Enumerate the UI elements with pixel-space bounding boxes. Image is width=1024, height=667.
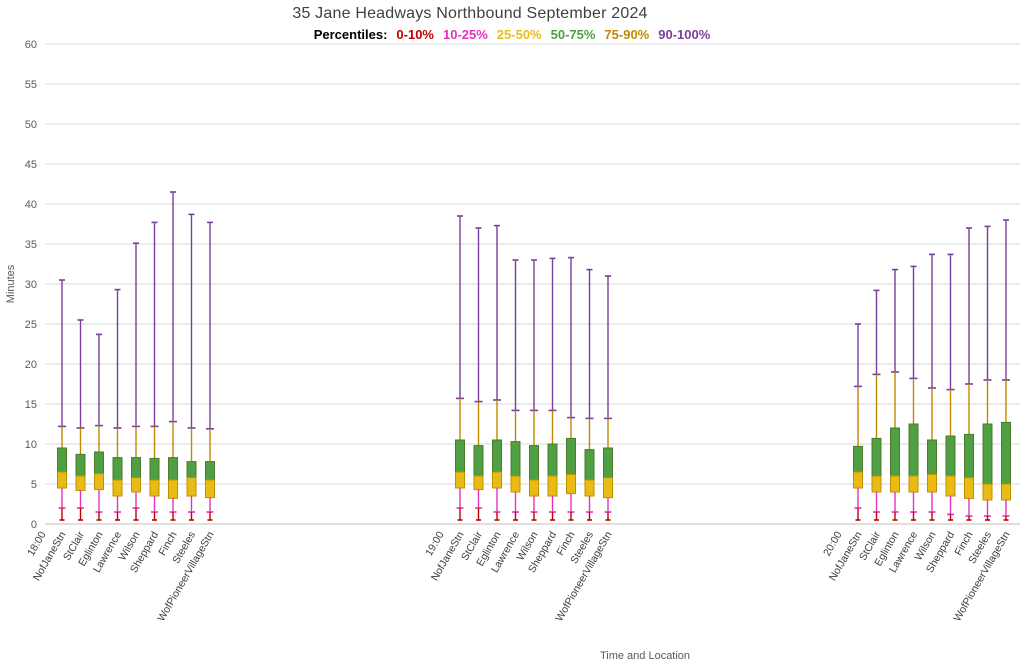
- box-2000-steeles: [982, 225, 993, 521]
- svg-text:35: 35: [25, 239, 37, 251]
- box-2000-eglinton: [890, 268, 900, 521]
- chart-title: 35 Jane Headways Northbound September 20…: [292, 5, 648, 22]
- box-2000-wofpioneervillagestn: [1001, 219, 1011, 521]
- svg-text:30: 30: [25, 279, 37, 291]
- svg-text:60: 60: [25, 39, 37, 51]
- legend-item-0-10pct: 0-10%: [396, 27, 434, 42]
- svg-text:25: 25: [25, 319, 37, 331]
- svg-text:55: 55: [25, 79, 37, 91]
- legend-prefix: Percentiles:: [313, 27, 388, 42]
- box-1900-steeles: [584, 268, 595, 521]
- box-2000-lawrence: [908, 265, 919, 521]
- box-1800-eglinton: [94, 333, 104, 521]
- box-1900-wofpioneervillagestn: [603, 275, 613, 521]
- y-axis-title: Minutes: [5, 264, 17, 303]
- box-1900-eglinton: [492, 224, 502, 521]
- svg-text:40: 40: [25, 199, 37, 211]
- x-axis-tick-labels: 18:00NofJaneStnStClairEglintonLawrenceWi…: [25, 529, 1013, 624]
- box-2000-sheppard: [945, 253, 956, 521]
- box-1800-nofjanestn: [57, 279, 67, 521]
- svg-text:50: 50: [25, 119, 37, 131]
- chart-legend: Percentiles: 0-10% 10-25% 25-50% 50-75% 75-90…: [0, 27, 1024, 42]
- box-1800-lawrence: [112, 288, 123, 521]
- box-1900-wilson: [529, 259, 539, 521]
- svg-text:15: 15: [25, 399, 37, 411]
- box-2000-stclair: [871, 289, 882, 521]
- y-axis-tick-labels: 0 5 10 15 20 25 30 35 40 45 50 55 60: [25, 39, 37, 531]
- box-1900-stclair: [473, 227, 484, 521]
- box-2000-wilson: [927, 253, 937, 521]
- svg-text:20: 20: [25, 359, 37, 371]
- box-1900-nofjanestn: [455, 215, 465, 521]
- legend-items: 0-10% 10-25% 25-50% 50-75% 75-90% 90-100%: [387, 27, 710, 42]
- box-2000-finch: [964, 227, 974, 521]
- svg-text:5: 5: [31, 479, 37, 491]
- x-axis-title: Time and Location: [600, 650, 690, 662]
- box-1800-wofpioneervillagestn: [205, 221, 215, 521]
- legend-item-10-25pct: 10-25%: [442, 27, 488, 42]
- box-1800-stclair: [75, 319, 86, 521]
- box-1800-sheppard: [149, 221, 160, 521]
- box-series: [57, 191, 1011, 521]
- box-1900-sheppard: [547, 257, 558, 521]
- svg-text:10: 10: [25, 439, 37, 451]
- svg-text:0: 0: [31, 519, 37, 531]
- box-1800-steeles: [186, 213, 197, 521]
- svg-text:45: 45: [25, 159, 37, 171]
- box-1800-wilson: [131, 242, 141, 521]
- box-1900-lawrence: [510, 259, 521, 521]
- box-1800-finch: [168, 191, 178, 521]
- legend-item-90-100pct: 90-100%: [658, 27, 711, 42]
- legend-item-75-90pct: 75-90%: [604, 27, 650, 42]
- box-2000-nofjanestn: [853, 323, 863, 521]
- legend-item-50-75pct: 50-75%: [550, 27, 596, 42]
- box-1900-finch: [566, 256, 576, 521]
- legend-item-25-50pct: 25-50%: [496, 27, 542, 42]
